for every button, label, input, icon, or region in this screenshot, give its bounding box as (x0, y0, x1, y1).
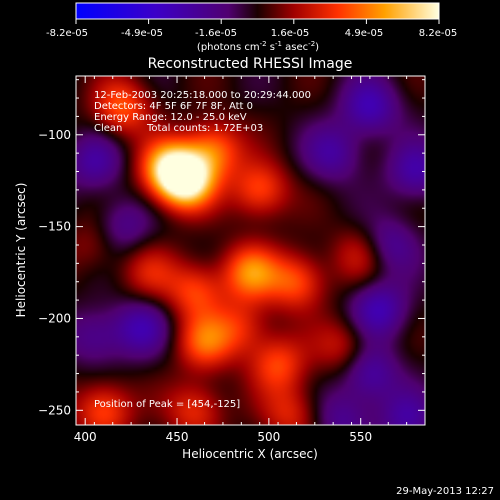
axes: 400 450 500 550 −100 −150 −200 −250 (38, 76, 426, 444)
y-tick-label: −200 (38, 311, 71, 325)
colorbar-tick-label: -8.2e-05 (46, 28, 88, 39)
colorbar-tick-label: 1.6e-05 (271, 28, 309, 39)
colorbar-tick-label: -4.9e-05 (121, 28, 163, 39)
y-axis-label: Heliocentric Y (arcsec) (14, 183, 28, 318)
colorbar-ticks (75, 19, 440, 24)
colorbar-tick-label: 8.2e-05 (419, 28, 457, 39)
y-tick-label: −250 (38, 403, 71, 417)
x-tick-label: 450 (166, 430, 189, 444)
generation-date: 29-May-2013 12:27 (396, 486, 494, 497)
x-tick-label: 400 (74, 430, 97, 444)
colorbar-tick-label: -1.6e-05 (195, 28, 237, 39)
total-counts-text: Total counts: 1.72E+03 (146, 123, 263, 134)
peak-position-text: Position of Peak = [454,-125] (94, 399, 240, 410)
time-range-text: 12-Feb-2003 20:25:18.000 to 20:29:44.000 (94, 90, 311, 101)
colorbar (75, 2, 440, 20)
y-tick-label: −100 (38, 128, 71, 142)
x-axis-label: Heliocentric X (arcsec) (182, 447, 318, 461)
colorbar-unit: (photons cm-2 s-1 asec-2) (197, 40, 319, 53)
heatmap-raster (76, 76, 425, 425)
plot-frame (75, 75, 426, 426)
chart-title: Reconstructed RHESSI Image (148, 56, 353, 72)
x-tick-label: 500 (257, 430, 280, 444)
energy-range-text: Energy Range: 12.0 - 25.0 keV (94, 112, 247, 123)
method-text: Clean (94, 123, 122, 134)
x-tick-label: 550 (349, 430, 372, 444)
y-tick-label: −150 (38, 220, 71, 234)
heatmap-image (76, 76, 425, 425)
colorbar-tick-label: 4.9e-05 (345, 28, 383, 39)
detectors-text: Detectors: 4F 5F 6F 7F 8F, Att 0 (94, 101, 253, 112)
